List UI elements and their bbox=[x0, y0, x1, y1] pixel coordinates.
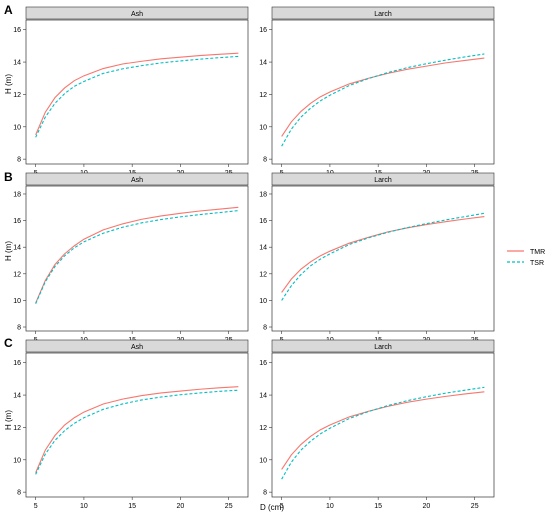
y-tick-label: 18 bbox=[259, 191, 267, 198]
y-tick-label: 12 bbox=[13, 92, 21, 99]
series-line-tsr bbox=[35, 55, 239, 138]
x-tick-label: 10 bbox=[326, 503, 334, 510]
plot-frame bbox=[271, 185, 495, 332]
y-tick-label: 12 bbox=[13, 425, 21, 432]
x-tick-label: 5 bbox=[34, 503, 38, 510]
y-tick-label: 14 bbox=[13, 60, 21, 67]
x-tick-label: 5 bbox=[280, 503, 284, 510]
y-axis-label-row-c: H (m) bbox=[4, 410, 13, 430]
x-tick-label: 10 bbox=[80, 503, 88, 510]
y-tick-label: 12 bbox=[259, 271, 267, 278]
plot-frame bbox=[25, 19, 249, 165]
y-tick-label: 16 bbox=[13, 27, 21, 34]
series-line-tsr bbox=[35, 389, 239, 475]
strip-label: Ash bbox=[131, 11, 143, 18]
plot-frame bbox=[25, 185, 249, 332]
x-tick-label: 25 bbox=[471, 503, 479, 510]
plot-frame bbox=[271, 19, 495, 165]
y-tick-label: 10 bbox=[13, 298, 21, 305]
x-axis-label: D (cm) bbox=[260, 503, 284, 512]
row-label-b: B bbox=[4, 170, 13, 184]
series-line-tsr bbox=[281, 386, 485, 480]
y-tick-label: 10 bbox=[13, 457, 21, 464]
strip-label: Larch bbox=[374, 11, 392, 18]
series-line-tmr bbox=[281, 216, 485, 293]
y-tick-label: 12 bbox=[259, 425, 267, 432]
y-tick-label: 16 bbox=[259, 360, 267, 367]
y-tick-label: 18 bbox=[13, 191, 21, 198]
y-tick-label: 16 bbox=[13, 218, 21, 225]
y-tick-label: 14 bbox=[259, 393, 267, 400]
y-axis-label-row-b: H (m) bbox=[4, 241, 13, 261]
panel-b-ash: Ash81012141618510152025 bbox=[13, 172, 249, 344]
legend: TMR TSR bbox=[507, 249, 545, 267]
y-tick-label: 8 bbox=[17, 490, 21, 497]
y-tick-label: 10 bbox=[259, 124, 267, 131]
strip-label: Larch bbox=[374, 344, 392, 351]
strip-label: Ash bbox=[131, 177, 143, 184]
y-tick-label: 8 bbox=[17, 157, 21, 164]
y-tick-label: 14 bbox=[259, 60, 267, 67]
strip-label: Ash bbox=[131, 344, 143, 351]
series-line-tsr bbox=[281, 212, 485, 301]
strip-background bbox=[25, 339, 249, 353]
plot-frame bbox=[25, 352, 249, 498]
y-tick-label: 12 bbox=[13, 271, 21, 278]
x-tick-label: 25 bbox=[225, 503, 233, 510]
series-line-tsr bbox=[281, 53, 485, 147]
strip-background bbox=[25, 172, 249, 186]
legend-label-tmr: TMR bbox=[530, 249, 545, 256]
row-label-c: C bbox=[4, 336, 13, 350]
series-line-tsr bbox=[35, 210, 239, 304]
y-tick-label: 8 bbox=[263, 490, 267, 497]
panel-c-ash: Ash 8 10 12 14 16 5 10 15 20 25 bbox=[13, 339, 249, 510]
strip-background bbox=[25, 6, 249, 20]
y-tick-label: 10 bbox=[259, 298, 267, 305]
panel-c-larch: Larch 8 10 12 14 16 5 10 15 20 25 bbox=[259, 339, 495, 510]
x-tick-label: 20 bbox=[177, 503, 185, 510]
series-line-tmr bbox=[35, 52, 239, 136]
panels-layer: Ash 8 10 12 14 16 5 10 15 20 25 Larch 8 10 12 14 16 5 10 15… bbox=[13, 6, 495, 510]
strip-background bbox=[271, 6, 495, 20]
series-line-tmr bbox=[281, 57, 485, 137]
y-tick-label: 12 bbox=[259, 92, 267, 99]
y-tick-label: 8 bbox=[263, 325, 267, 332]
series-line-tmr bbox=[35, 386, 239, 473]
legend-label-tsr: TSR bbox=[530, 260, 544, 267]
panel-b-larch: Larch81012141618510152025 bbox=[259, 172, 495, 344]
y-axis-label-row-a: H (m) bbox=[4, 74, 13, 94]
y-tick-label: 14 bbox=[13, 245, 21, 252]
plot-frame bbox=[271, 352, 495, 498]
strip-label: Larch bbox=[374, 177, 392, 184]
series-line-tmr bbox=[35, 206, 239, 304]
y-tick-label: 8 bbox=[263, 157, 267, 164]
strip-background bbox=[271, 339, 495, 353]
row-label-a: A bbox=[4, 3, 13, 17]
y-tick-label: 10 bbox=[13, 124, 21, 131]
strip-background bbox=[271, 172, 495, 186]
y-tick-label: 16 bbox=[13, 360, 21, 367]
y-tick-label: 16 bbox=[259, 27, 267, 34]
y-tick-label: 14 bbox=[13, 393, 21, 400]
y-tick-label: 8 bbox=[17, 325, 21, 332]
x-tick-label: 15 bbox=[128, 503, 136, 510]
x-tick-label: 15 bbox=[374, 503, 382, 510]
series-line-tmr bbox=[281, 391, 485, 470]
y-tick-label: 10 bbox=[259, 457, 267, 464]
x-tick-label: 20 bbox=[423, 503, 431, 510]
y-tick-label: 14 bbox=[259, 245, 267, 252]
y-tick-label: 16 bbox=[259, 218, 267, 225]
